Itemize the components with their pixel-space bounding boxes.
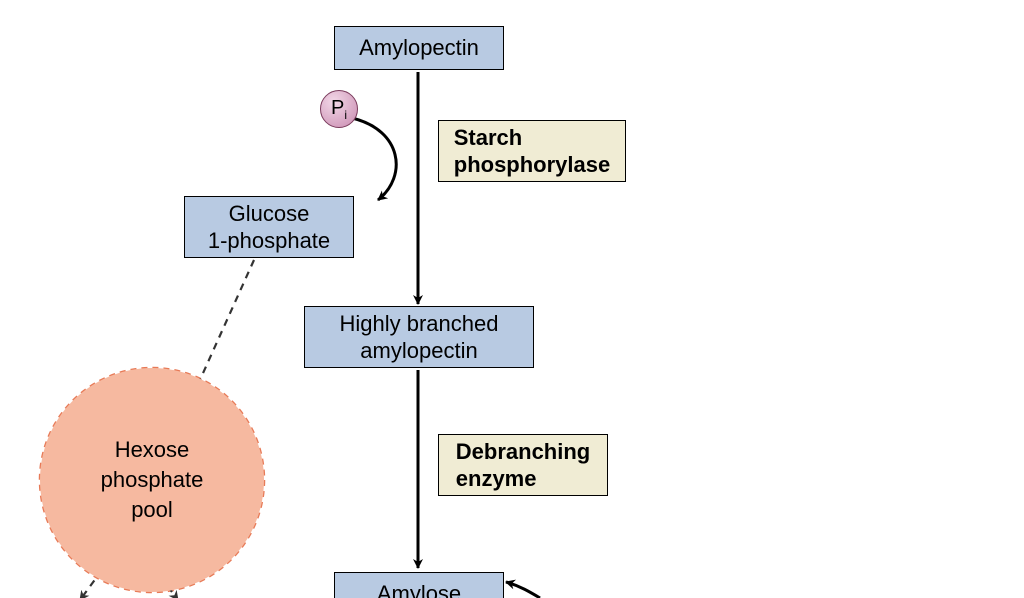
pool-hexose-phosphate: Hexose phosphate pool: [40, 368, 264, 592]
arrow-pi-to-g1p: [352, 118, 396, 200]
pi-symbol: Pi: [320, 90, 358, 128]
node-glucose-1-phosphate: Glucose 1-phosphate: [184, 196, 354, 258]
pi-label-sub: i: [344, 108, 347, 122]
pool-hexose-phosphate-label: Hexose phosphate pool: [101, 435, 204, 524]
pi-label-main: P: [331, 97, 344, 119]
node-amylopectin-label: Amylopectin: [359, 34, 479, 62]
diagram-stage: { "canvas": { "width": 1024, "height": 5…: [0, 0, 1024, 598]
node-highly-branched-amylopectin-label: Highly branched amylopectin: [340, 310, 499, 365]
node-glucose-1-phosphate-label: Glucose 1-phosphate: [208, 200, 330, 255]
node-amylose-label: Amylose: [377, 580, 461, 598]
enzyme-starch-phosphorylase: Starch phosphorylase: [438, 120, 626, 182]
node-amylopectin: Amylopectin: [334, 26, 504, 70]
enzyme-starch-phosphorylase-label: Starch phosphorylase: [454, 124, 610, 179]
enzyme-debranching-label: Debranching enzyme: [456, 438, 590, 493]
node-amylose: Amylose: [334, 572, 504, 598]
enzyme-debranching: Debranching enzyme: [438, 434, 608, 496]
arrow-into-amylose-side: [506, 582, 540, 598]
pi-label: Pi: [331, 97, 347, 122]
node-highly-branched-amylopectin: Highly branched amylopectin: [304, 306, 534, 368]
